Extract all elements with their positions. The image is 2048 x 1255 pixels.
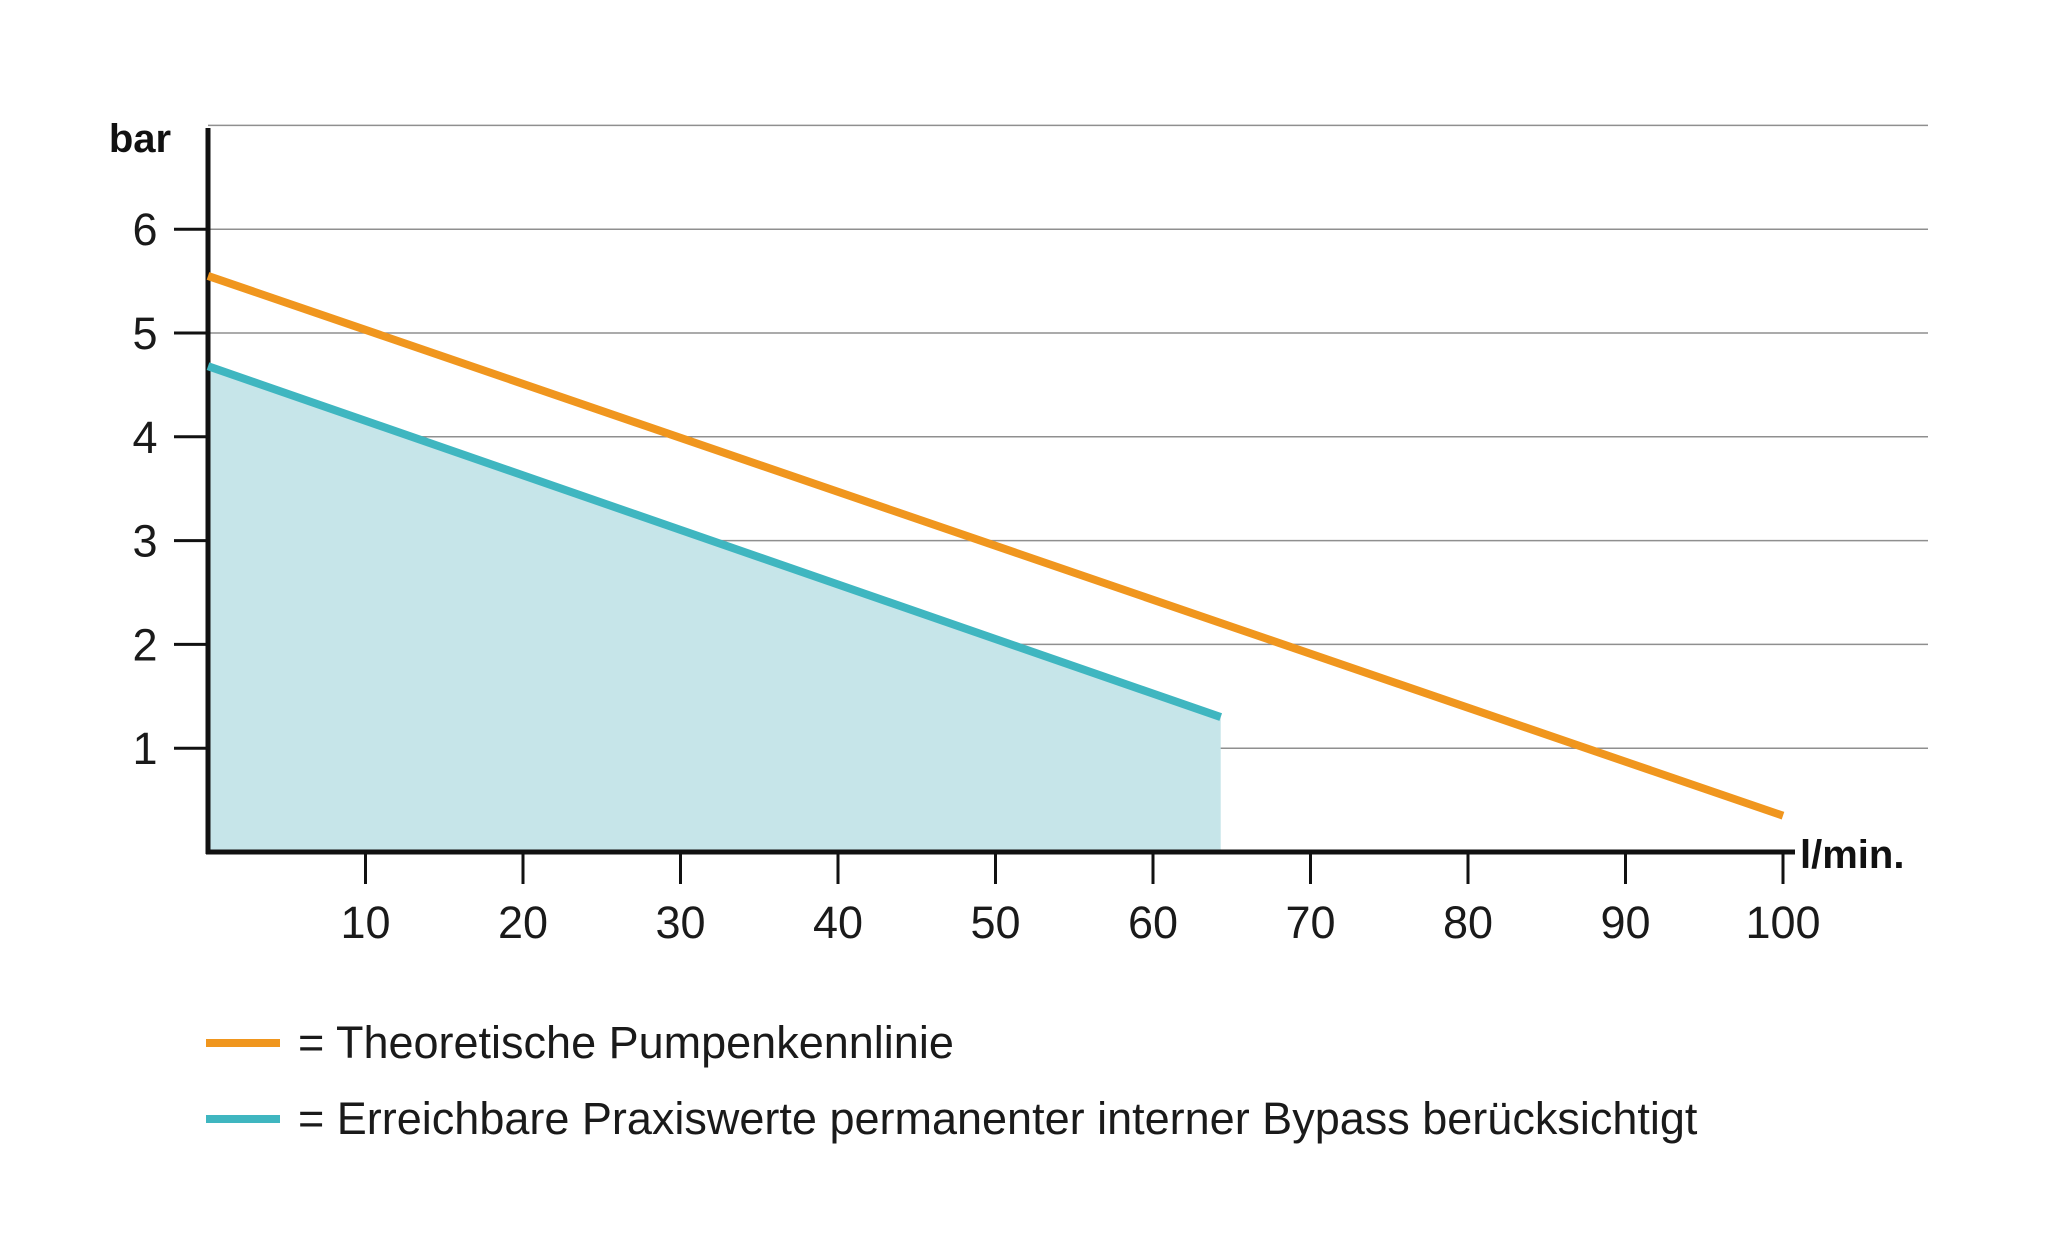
series-line-0: [206, 272, 1785, 820]
y-tick-label-6: 6: [132, 204, 157, 255]
y-tick-label-3: 3: [132, 516, 157, 567]
legend-swatch-orange: [206, 1039, 280, 1047]
x-tick-label-80: 80: [1443, 897, 1493, 948]
x-tick-label-30: 30: [655, 897, 705, 948]
x-tick-label-90: 90: [1600, 897, 1650, 948]
legend-item-theoretical: = Theoretische Pumpenkennlinie: [206, 1005, 1697, 1081]
legend-label-theoretical: = Theoretische Pumpenkennlinie: [298, 1017, 954, 1068]
x-tick-label-70: 70: [1285, 897, 1335, 948]
area-fill-1: [208, 366, 1221, 852]
x-tick-label-20: 20: [498, 897, 548, 948]
legend: = Theoretische Pumpenkennlinie = Erreich…: [206, 1005, 1697, 1157]
y-axis-label: bar: [109, 117, 171, 161]
x-tick-label-40: 40: [813, 897, 863, 948]
y-tick-label-4: 4: [132, 412, 157, 463]
y-tick-label-1: 1: [132, 723, 157, 774]
y-tick-label-2: 2: [132, 619, 157, 670]
x-tick-label-10: 10: [340, 897, 390, 948]
y-tick-label-5: 5: [132, 308, 157, 359]
legend-label-practical: = Erreichbare Praxiswerte permanenter in…: [298, 1093, 1698, 1144]
x-axis-label: l/min.: [1800, 833, 1904, 877]
x-tick-label-100: 100: [1745, 897, 1820, 948]
series-line-1: [206, 362, 1223, 721]
legend-item-practical: = Erreichbare Praxiswerte permanenter in…: [206, 1081, 1697, 1157]
x-tick-label-60: 60: [1128, 897, 1178, 948]
legend-swatch-teal: [206, 1115, 280, 1123]
x-tick-label-50: 50: [970, 897, 1020, 948]
